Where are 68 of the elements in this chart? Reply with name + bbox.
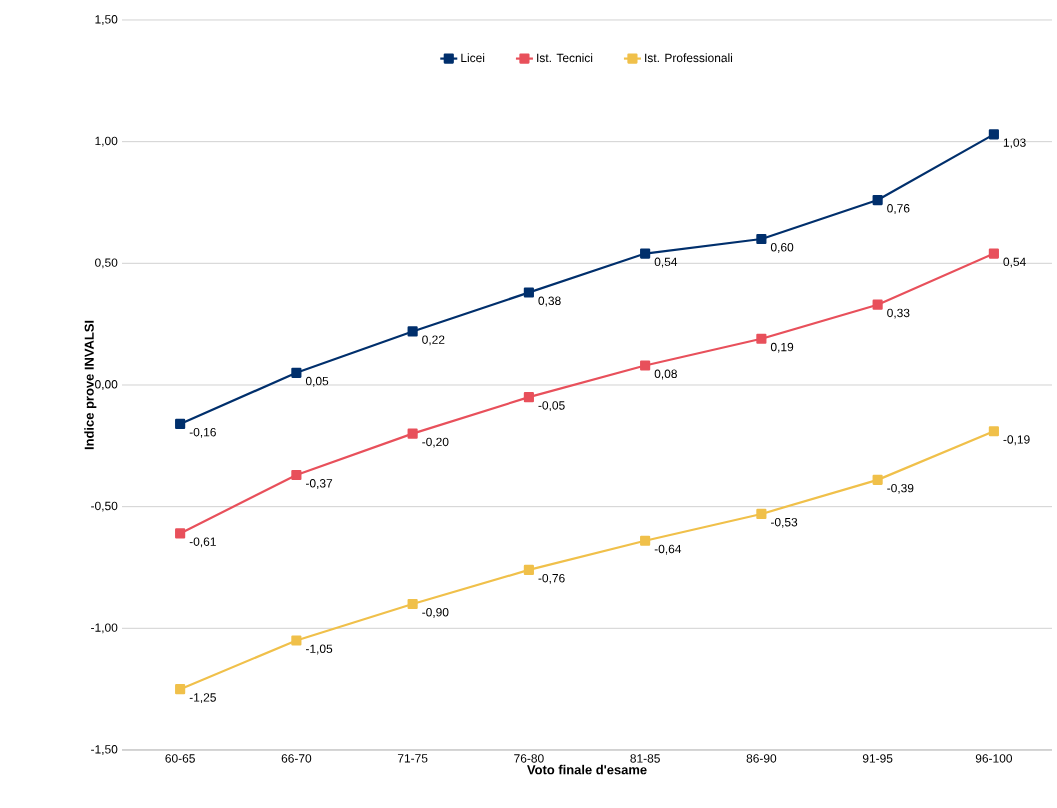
y-tick-label: 0,00 — [95, 380, 118, 390]
data-label: 0,38 — [538, 296, 561, 307]
point — [988, 248, 999, 259]
legend-label: Ist. Tecnici — [537, 53, 593, 63]
point — [872, 194, 883, 206]
legend-label: Ist. Professionali — [645, 53, 733, 63]
data-label: -0,76 — [538, 573, 565, 584]
point — [175, 684, 186, 695]
y-tick-label: 1,00 — [95, 136, 118, 147]
point — [640, 535, 651, 546]
x-tick-label: 76-80 — [514, 754, 544, 763]
point — [291, 367, 302, 378]
x-axis-title: Voto finale d'esame — [527, 764, 647, 775]
data-label: -1,25 — [189, 693, 216, 704]
point — [407, 598, 418, 610]
x-tick-label: 71-75 — [397, 754, 428, 763]
data-label: -0,39 — [887, 483, 914, 494]
x-tick-label: 81-85 — [630, 754, 660, 763]
data-label: 0,76 — [887, 204, 910, 214]
data-label: -0,53 — [770, 517, 798, 528]
point — [756, 508, 767, 520]
point — [988, 129, 999, 140]
point — [872, 474, 883, 485]
data-label: 0,33 — [887, 308, 910, 319]
data-label: -0,64 — [654, 544, 682, 555]
data-label: -0,90 — [422, 608, 449, 618]
data-label: -0,61 — [189, 537, 216, 548]
data-label: 0,08 — [654, 369, 677, 380]
y-tick-label: -1,00 — [91, 623, 118, 634]
point — [640, 360, 651, 371]
data-label: 0,60 — [770, 243, 794, 253]
data-label: 1,03 — [1003, 138, 1026, 149]
point — [291, 635, 302, 646]
point — [407, 428, 418, 439]
point — [756, 333, 767, 344]
x-tick-label: 60-65 — [165, 754, 195, 763]
point — [872, 299, 883, 310]
x-tick-label: 86-90 — [746, 754, 777, 763]
point — [291, 469, 302, 481]
point — [407, 326, 418, 337]
point — [988, 426, 999, 437]
point — [756, 233, 767, 245]
y-tick-label: -0,50 — [91, 501, 118, 512]
legend-label: Licei — [461, 53, 485, 63]
y-axis-title: Indice prove INVALSI — [84, 320, 97, 450]
data-label: -0,05 — [538, 401, 565, 412]
data-label: -0,37 — [305, 479, 333, 489]
data-label: 0,54 — [1003, 257, 1026, 268]
point — [640, 248, 651, 259]
data-label: -0,20 — [422, 437, 449, 448]
data-label: -1,05 — [305, 644, 333, 655]
x-tick-label: 66-70 — [281, 754, 312, 763]
x-tick-label: 91-95 — [862, 754, 893, 763]
y-tick-label: -1,50 — [91, 745, 118, 755]
point — [175, 418, 186, 429]
y-tick-label: 0,50 — [95, 258, 118, 269]
data-label: -0,16 — [189, 427, 216, 438]
data-label: 0,22 — [422, 335, 445, 346]
point — [523, 287, 534, 298]
point — [175, 528, 186, 539]
point — [523, 392, 534, 403]
y-tick-label: 1,50 — [95, 15, 118, 25]
point — [523, 564, 534, 575]
data-label: 0,19 — [770, 342, 794, 353]
x-tick-label: 96-100 — [975, 754, 1013, 763]
data-label: -0,19 — [1003, 435, 1030, 446]
data-label: 0,05 — [305, 376, 329, 387]
data-label: 0,54 — [654, 257, 678, 268]
